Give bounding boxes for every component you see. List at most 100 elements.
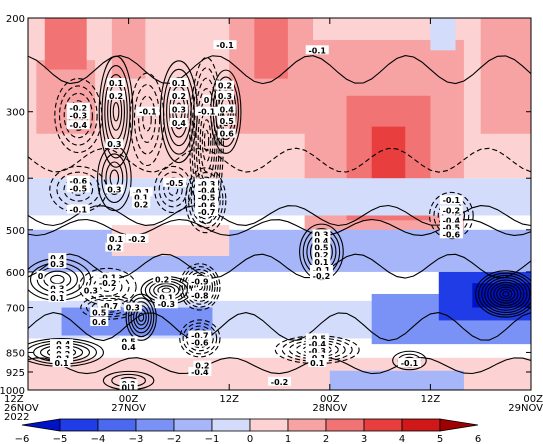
contour-label-2: -0.2 xyxy=(70,104,88,113)
contour-15-6 xyxy=(125,293,157,341)
contour-label-26: 0.2 xyxy=(134,200,148,209)
colorbar-box-11 xyxy=(439,418,479,432)
contour-label-bg-55 xyxy=(48,293,67,303)
contour-label-bg-75 xyxy=(188,366,212,376)
contour-label-bg-85 xyxy=(397,358,421,368)
contour-label-bg-49 xyxy=(48,259,67,269)
contour-label-bg-59 xyxy=(90,316,109,326)
contour-label-44: -0.2 xyxy=(443,207,461,216)
contour-label-65: 0.4 xyxy=(122,343,137,352)
contour-label-5: 0.3 xyxy=(107,140,121,149)
contour-label-40: 0.1 xyxy=(314,258,329,267)
contour-22-3 xyxy=(392,350,427,371)
contour-label-56: 0.3 xyxy=(84,286,98,295)
contour-label-bg-16 xyxy=(217,104,236,114)
contour-label-14: 0.2 xyxy=(218,82,232,91)
colorbar-label-2: −4 xyxy=(91,434,106,444)
contour-label-bg-37 xyxy=(312,236,331,246)
contour-label-69: -0.6 xyxy=(191,339,209,348)
contour-label-85: -0.1 xyxy=(401,359,419,368)
contour-band-6 xyxy=(28,147,531,173)
contour-label-bg-22 xyxy=(66,204,90,214)
contour-label-bg-11 xyxy=(202,94,211,104)
shaded-region-2 xyxy=(44,18,87,70)
contour-label-48: 0.4 xyxy=(50,254,65,263)
colorbar-box-6 xyxy=(249,418,289,432)
contour-label-81: -0.4 xyxy=(308,340,326,349)
contour-label-bg-35 xyxy=(195,207,219,217)
contour-label-bg-30 xyxy=(105,242,124,252)
colorbar-label-3: −3 xyxy=(129,434,144,444)
x-tick-label-3-line2: 28NOV xyxy=(312,403,347,414)
colorbar-label-7: 1 xyxy=(285,434,291,444)
contour-18-5 xyxy=(182,322,218,355)
contour-band-5 xyxy=(28,55,531,85)
contour-label-bg-82 xyxy=(305,346,329,356)
contour-label-bg-48 xyxy=(48,253,67,263)
contour-label-23: 0.3 xyxy=(107,185,121,194)
contour-label-bg-9 xyxy=(169,104,188,114)
contour-label-11: 0 xyxy=(204,96,210,105)
contour-label-bg-18 xyxy=(217,128,236,138)
contour-label-bg-45 xyxy=(439,215,463,225)
contour-label-25: 0.1 xyxy=(134,194,149,203)
contour-label-bg-76 xyxy=(193,360,212,370)
contour-23-9 xyxy=(478,272,531,316)
contour-label-bg-36 xyxy=(312,229,331,239)
contour-label-3: -0.3 xyxy=(70,112,88,121)
colorbar-box-10 xyxy=(401,418,441,432)
contour-label-16: 0.4 xyxy=(220,105,235,114)
contour-label-bg-24 xyxy=(129,187,153,197)
x-tick-label-5-line1: 00Z xyxy=(523,394,543,405)
contour-label-bg-32 xyxy=(195,185,219,195)
contour-label-67: -0.8 xyxy=(191,292,209,301)
contour-label-27: -0.5 xyxy=(166,179,184,188)
contour-band-3 xyxy=(28,312,531,342)
colorbar-label-0: −6 xyxy=(15,434,30,444)
contour-label-32: -0.4 xyxy=(198,187,216,196)
contour-2-1 xyxy=(142,107,152,132)
contour-label-bg-83 xyxy=(305,352,329,362)
contour-label-bg-27 xyxy=(163,177,187,187)
contour-label-bg-51 xyxy=(96,272,120,282)
contour-label-bg-39 xyxy=(312,250,331,260)
contour-label-bg-4 xyxy=(66,120,90,130)
contour-7-3 xyxy=(101,153,128,204)
contour-label-10: 0.4 xyxy=(172,119,187,128)
contour-8-1 xyxy=(167,183,179,196)
y-tick-label-2: 400 xyxy=(6,174,25,185)
colorbar-box-5 xyxy=(211,418,251,432)
contour-17-7 xyxy=(181,266,219,308)
contour-label-63: -0.3 xyxy=(158,300,176,309)
x-tick-label-0-line3: 2022 xyxy=(4,412,29,423)
contour-label-31: -0.3 xyxy=(198,180,216,189)
colorbar-label-11: 5 xyxy=(437,434,443,444)
colorbar-label-5: −1 xyxy=(205,434,220,444)
contour-label-bg-44 xyxy=(439,205,463,215)
contour-4-1 xyxy=(203,129,210,152)
contour-label-bg-19 xyxy=(305,45,329,55)
contour-label-79: -0.2 xyxy=(271,378,289,387)
contour-label-76: 0.2 xyxy=(195,362,209,371)
contour-label-bg-29 xyxy=(107,233,126,243)
contour-band-4 xyxy=(28,357,531,375)
x-tick-label-0-line2: 26NOV xyxy=(4,403,39,414)
contour-18-6 xyxy=(179,319,221,358)
contour-label-bg-0 xyxy=(107,78,126,88)
x-tick-label-2-line1: 12Z xyxy=(219,394,239,405)
colorbar-label-9: 3 xyxy=(361,434,367,444)
colorbar: −6 −5 −4 −3 −2 −1 0 1 2 3 4 5 6 xyxy=(15,418,481,444)
colorbar-box-9 xyxy=(363,418,403,432)
contour-label-bg-14 xyxy=(216,80,235,90)
contour-label-bg-17 xyxy=(217,115,236,125)
x-tick-label-0-line1: 12Z xyxy=(4,394,24,405)
contour-label-bg-71 xyxy=(50,344,74,354)
contour-1-4 xyxy=(104,74,128,150)
contour-1-5 xyxy=(101,64,131,159)
contour-label-38: 0.5 xyxy=(314,244,329,253)
contour-label-bg-23 xyxy=(105,184,124,194)
contour-label-30: 0.2 xyxy=(107,244,121,253)
contour-label-15: 0.3 xyxy=(218,92,232,101)
